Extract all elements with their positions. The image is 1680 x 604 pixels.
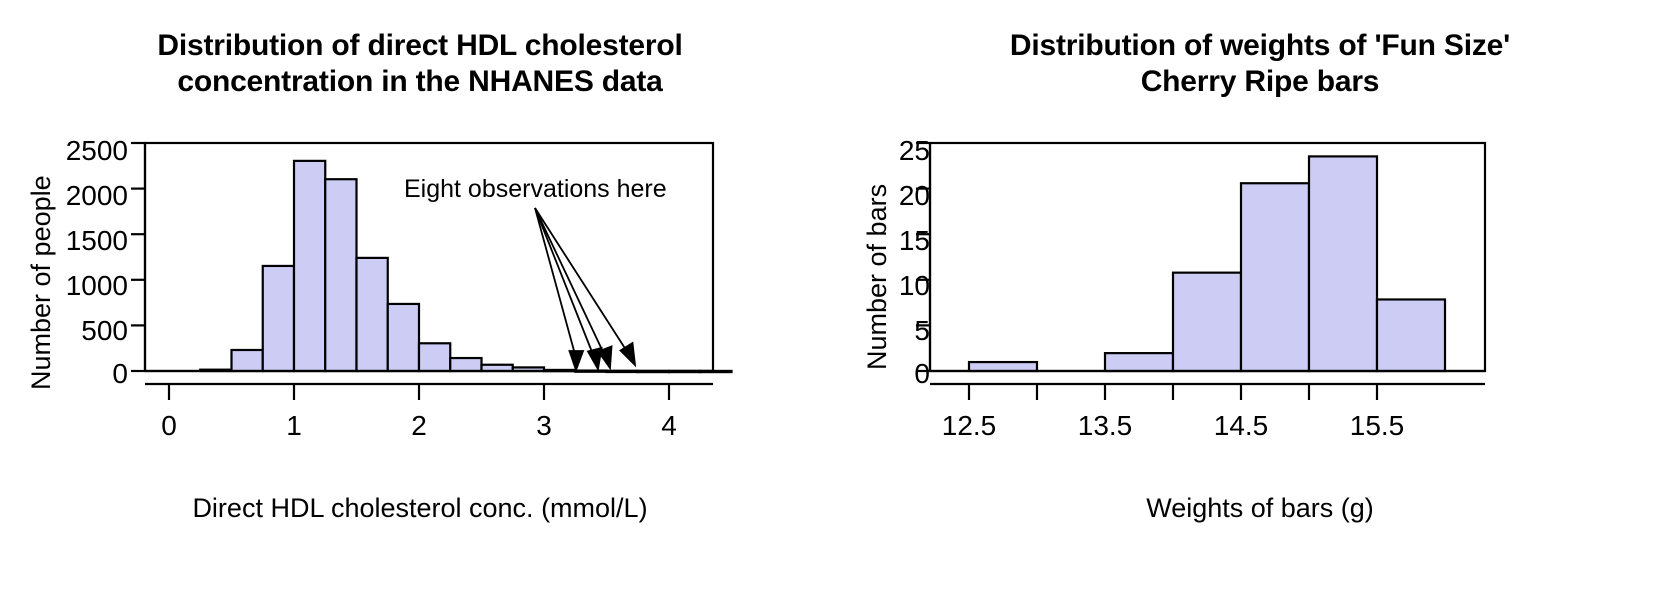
x-tick-label: 15.5	[1349, 410, 1405, 441]
x-tick-label: 2	[411, 410, 427, 441]
panel-title-hdl: Distribution of direct HDL cholesterol c…	[0, 28, 840, 100]
x-axis-ticks-cherryripe	[930, 382, 1485, 400]
histogram-bar	[386, 302, 421, 373]
annotation-label-eight-observations: Eight observations here	[404, 175, 667, 203]
panel-title-cherryripe: Distribution of weights of 'Fun Size' Ch…	[840, 28, 1680, 100]
panel-title-line1: Distribution of direct HDL cholesterol	[157, 29, 683, 62]
histogram-bar	[1307, 155, 1379, 373]
x-axis-title-hdl: Direct HDL cholesterol conc. (mmol/L)	[192, 493, 648, 523]
plot-area-hdl	[131, 141, 733, 400]
y-tick-label: 20	[898, 180, 930, 211]
y-tick-label: 25	[898, 135, 930, 166]
x-tick-label: 13.5	[1077, 410, 1133, 441]
histogram-bars-cherryripe	[967, 155, 1447, 373]
histogram-bar	[1239, 182, 1311, 373]
y-tick-label: 15	[898, 225, 930, 256]
histogram-panel-hdl: Distribution of direct HDL cholesterol c…	[0, 28, 840, 523]
y-axis-ticks-hdl	[131, 141, 147, 373]
y-axis-ticks-cherryripe	[916, 141, 932, 373]
x-axis-ticks-hdl	[145, 382, 713, 400]
histogram-bar	[1171, 271, 1243, 373]
histogram-bar	[355, 256, 389, 373]
y-tick-label: 0	[914, 358, 930, 389]
histogram-bar	[1103, 352, 1175, 373]
plot-box-border	[143, 141, 715, 373]
histogram-bar	[967, 360, 1039, 373]
panel-title-line1: Distribution of weights of 'Fun Size'	[1009, 29, 1511, 62]
annotation-arrow-3	[534, 207, 613, 371]
x-axis-title-cherryripe: Weights of bars (g)	[1146, 493, 1374, 523]
y-tick-label: 1500	[65, 225, 128, 256]
histogram-bar	[230, 348, 264, 373]
histogram-bar	[324, 178, 358, 373]
x-tick-label: 1	[286, 410, 302, 441]
panel-title-line2: concentration in the NHANES data	[177, 65, 663, 98]
histogram-bar	[292, 159, 327, 373]
y-tick-label: 1000	[65, 270, 128, 301]
annotation-arrow-2	[534, 207, 603, 372]
y-tick-label: 500	[81, 315, 128, 346]
x-tick-label: 3	[536, 410, 552, 441]
y-tick-label: 0	[112, 358, 128, 389]
y-tick-label: 2000	[65, 180, 128, 211]
x-tick-label: 0	[161, 410, 177, 441]
y-tick-label: 10	[898, 270, 930, 301]
histogram-panel-cherryripe: Distribution of weights of 'Fun Size' Ch…	[840, 0, 1680, 604]
histogram-bar	[261, 264, 296, 373]
annotation-arrow-4	[534, 207, 637, 368]
y-tick-label: 5	[914, 315, 930, 346]
panel-title-line2: Cherry Ripe bars	[1140, 65, 1380, 98]
x-tick-label: 12.5	[941, 410, 997, 441]
annotation-arrows-group	[534, 207, 637, 373]
annotation-arrow-1	[534, 207, 585, 373]
x-tick-label: 4	[661, 410, 677, 441]
histogram-bars-hdl	[199, 159, 733, 374]
histogram-bar	[417, 342, 452, 373]
x-tick-label: 14.5	[1213, 410, 1269, 441]
plot-area-cherryripe	[916, 141, 1487, 400]
histogram-bar	[1375, 298, 1447, 373]
y-tick-label: 2500	[65, 135, 128, 166]
histogram-bar	[449, 356, 483, 373]
